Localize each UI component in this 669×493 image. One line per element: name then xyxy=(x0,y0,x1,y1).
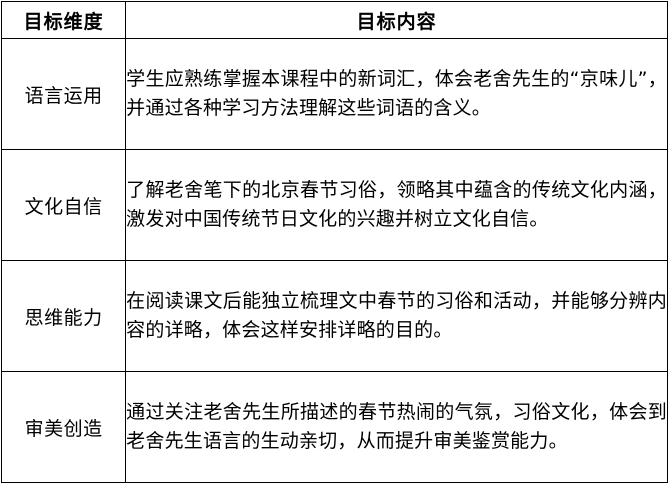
dimension-aesthetic: 审美创造 xyxy=(0,371,127,483)
dimension-language: 语言运用 xyxy=(0,38,127,150)
table-row: 思维能力 在阅读课文后能独立梳理文中春节的习俗和活动，并能够分辨内容的详略，体会… xyxy=(0,260,668,372)
table-row: 语言运用 学生应熟练掌握本课程中的新词汇，体会老舍先生的“京味儿”，并通过各种学… xyxy=(0,38,668,150)
content-language: 学生应熟练掌握本课程中的新词汇，体会老舍先生的“京味儿”，并通过各种学习方法理解… xyxy=(125,38,668,150)
table-row: 审美创造 通过关注老舍先生所描述的春节热闹的气氛，习俗文化，体会到老舍先生语言的… xyxy=(0,371,668,483)
table-header-row: 目标维度 目标内容 xyxy=(0,1,668,39)
objectives-table: 目标维度 目标内容 语言运用 学生应熟练掌握本课程中的新词汇，体会老舍先生的“京… xyxy=(0,1,668,483)
dimension-thinking: 思维能力 xyxy=(0,260,127,372)
dimension-culture: 文化自信 xyxy=(0,149,127,261)
content-culture: 了解老舍笔下的北京春节习俗，领略其中蕴含的传统文化内涵，激发对中国传统节日文化的… xyxy=(125,149,668,261)
header-dimension: 目标维度 xyxy=(0,1,127,39)
header-content: 目标内容 xyxy=(125,1,668,39)
content-aesthetic: 通过关注老舍先生所描述的春节热闹的气氛，习俗文化，体会到老舍先生语言的生动亲切，… xyxy=(125,371,668,483)
table-row: 文化自信 了解老舍笔下的北京春节习俗，领略其中蕴含的传统文化内涵，激发对中国传统… xyxy=(0,149,668,261)
content-thinking: 在阅读课文后能独立梳理文中春节的习俗和活动，并能够分辨内容的详略，体会这样安排详… xyxy=(125,260,668,372)
